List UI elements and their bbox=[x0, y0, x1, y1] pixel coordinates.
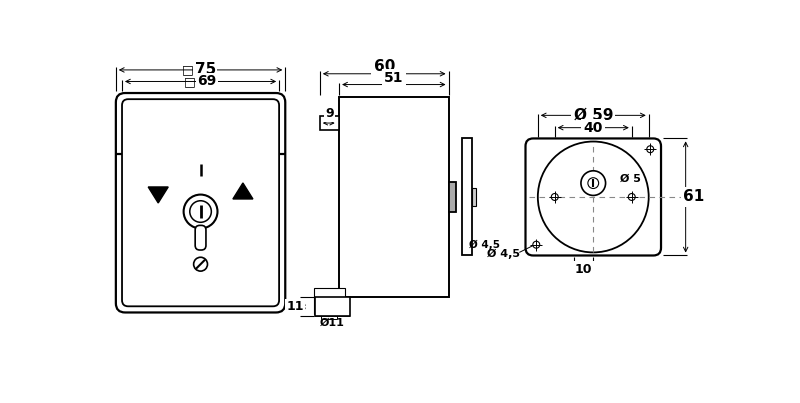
Text: □: □ bbox=[184, 75, 196, 88]
Circle shape bbox=[538, 141, 649, 252]
Polygon shape bbox=[148, 187, 168, 203]
Text: 40: 40 bbox=[583, 120, 603, 135]
Circle shape bbox=[184, 195, 218, 229]
Bar bbox=[339, 97, 449, 297]
Text: Ø 4,5: Ø 4,5 bbox=[487, 249, 521, 259]
Bar bbox=[315, 297, 350, 316]
Text: Ø 59: Ø 59 bbox=[574, 108, 613, 123]
Text: 10: 10 bbox=[575, 263, 592, 276]
Circle shape bbox=[551, 193, 558, 200]
Text: Ø 5: Ø 5 bbox=[620, 174, 641, 184]
Text: 51: 51 bbox=[384, 71, 403, 85]
Text: 60: 60 bbox=[374, 58, 395, 74]
Text: Ø 4,5: Ø 4,5 bbox=[469, 240, 499, 250]
Text: 75: 75 bbox=[194, 62, 216, 77]
Bar bbox=[462, 139, 472, 256]
Circle shape bbox=[628, 193, 635, 200]
FancyBboxPatch shape bbox=[122, 99, 279, 306]
Text: 69: 69 bbox=[197, 75, 216, 89]
Text: Ø11: Ø11 bbox=[320, 318, 345, 328]
Text: 61: 61 bbox=[682, 189, 704, 204]
Bar bbox=[314, 288, 346, 314]
Circle shape bbox=[533, 241, 540, 248]
Circle shape bbox=[646, 146, 654, 153]
Bar bbox=[320, 116, 339, 130]
Bar bbox=[449, 182, 456, 212]
FancyBboxPatch shape bbox=[526, 139, 661, 256]
FancyBboxPatch shape bbox=[116, 93, 286, 312]
Circle shape bbox=[588, 178, 598, 189]
Circle shape bbox=[190, 201, 211, 222]
Text: 9: 9 bbox=[326, 107, 334, 120]
FancyBboxPatch shape bbox=[195, 225, 206, 250]
Polygon shape bbox=[233, 183, 253, 199]
Circle shape bbox=[194, 257, 207, 271]
Circle shape bbox=[581, 171, 606, 195]
Bar bbox=[472, 188, 476, 206]
Text: 11: 11 bbox=[286, 300, 304, 313]
Text: □: □ bbox=[182, 63, 194, 77]
